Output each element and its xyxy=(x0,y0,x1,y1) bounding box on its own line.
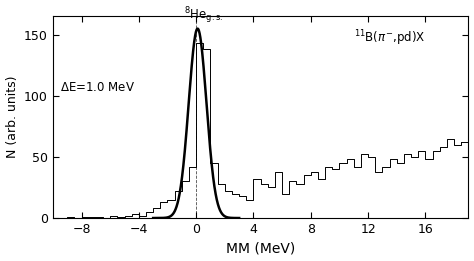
Text: $\Delta$E=1.0 MeV: $\Delta$E=1.0 MeV xyxy=(60,81,135,94)
Text: $^{11}$B($\pi^{-}$,pd)X: $^{11}$B($\pi^{-}$,pd)X xyxy=(354,29,425,48)
Text: $^{8}$He$_{\mathregular{g.s.}}$: $^{8}$He$_{\mathregular{g.s.}}$ xyxy=(184,5,223,26)
Y-axis label: N (arb. units): N (arb. units) xyxy=(6,76,18,158)
X-axis label: MM (MeV): MM (MeV) xyxy=(226,241,295,256)
